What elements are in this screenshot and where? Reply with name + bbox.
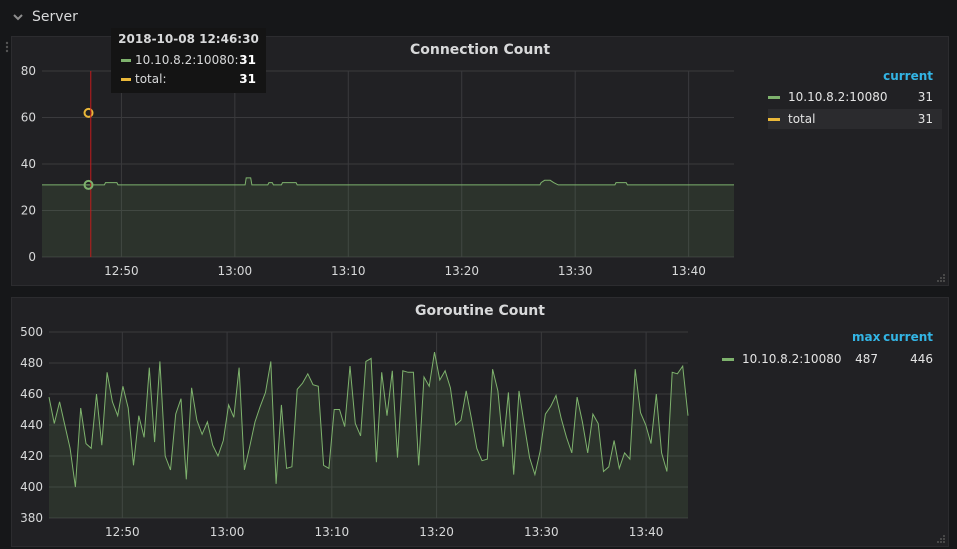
y-tick-label: 440 — [20, 418, 43, 432]
connection-count-chart[interactable]: 0 20 40 60 80 12:50 13:00 13:10 13:20 13:30 13:40 — [12, 37, 950, 287]
tooltip-row: 10.10.8.2:10080: 31 — [121, 52, 256, 68]
legend-item-current: 446 — [910, 352, 933, 366]
chevron-down-icon[interactable] — [12, 11, 24, 23]
y-tick-label: 380 — [20, 511, 43, 525]
y-tick-label: 420 — [20, 449, 43, 463]
legend-item-name: 10.10.8.2:10080 — [788, 90, 888, 104]
goroutine-count-chart[interactable]: 380 400 420 440 460 480 500 12:50 13:00 13:10 13:2… — [12, 298, 950, 548]
x-tick-label: 13:10 — [331, 264, 366, 278]
row-title[interactable]: Server — [32, 9, 78, 25]
x-tick-label: 13:30 — [558, 264, 593, 278]
y-tick-label: 20 — [21, 204, 36, 218]
y-tick-label: 500 — [20, 325, 43, 339]
y-tick-label: 40 — [21, 157, 36, 171]
series-swatch — [768, 95, 780, 99]
series-line — [48, 352, 689, 488]
legend-item[interactable]: total 31 — [768, 109, 942, 129]
row-header[interactable]: Server — [0, 0, 957, 34]
x-tick-label: 12:50 — [104, 264, 139, 278]
x-tick-label: 13:40 — [629, 525, 664, 539]
y-tick-label: 480 — [20, 356, 43, 370]
y-tick-label: 0 — [28, 250, 36, 264]
x-tick-label: 13:20 — [444, 264, 479, 278]
tooltip-series-name: 10.10.8.2:10080: — [135, 53, 239, 67]
x-tick-label: 13:10 — [315, 525, 350, 539]
x-tick-label: 12:50 — [105, 525, 140, 539]
panel-title[interactable]: Goroutine Count — [415, 303, 545, 319]
hover-tooltip: 2018-10-08 12:46:30 10.10.8.2:10080: 31 … — [111, 28, 266, 93]
series-swatch — [722, 357, 734, 361]
x-tick-label: 13:00 — [210, 525, 245, 539]
series-line — [42, 177, 734, 186]
legend-header-max[interactable]: max — [852, 330, 881, 344]
x-tick-label: 13:20 — [419, 525, 454, 539]
y-tick-label: 460 — [20, 387, 43, 401]
series-area — [49, 352, 688, 518]
series-swatch — [121, 58, 131, 62]
tooltip-series-value: 31 — [239, 72, 256, 86]
x-tick-label: 13:00 — [218, 264, 253, 278]
legend-header-current[interactable]: current — [883, 330, 933, 344]
connection-count-panel[interactable]: Connection Count 0 20 40 60 80 12:50 13:00 13:1… — [5, 36, 950, 287]
resize-handle-icon[interactable] — [936, 273, 946, 283]
y-tick-label: 400 — [20, 480, 43, 494]
legend: max current 10.10.8.2:10080 487 446 — [722, 330, 938, 380]
y-tick-label: 80 — [21, 64, 36, 78]
y-tick-label: 60 — [21, 111, 36, 125]
legend: current 10.10.8.2:10080 31 total 31 — [768, 69, 942, 139]
legend-item-name: 10.10.8.2:10080 — [742, 352, 842, 366]
legend-item[interactable]: 10.10.8.2:10080 487 446 — [722, 349, 938, 369]
series-area — [42, 177, 734, 257]
legend-item-current: 31 — [917, 90, 933, 104]
legend-item-name: total — [788, 112, 816, 126]
legend-header-current[interactable]: current — [883, 69, 933, 83]
tooltip-row: total: 31 — [121, 71, 256, 87]
data-point — [83, 107, 94, 118]
hover-point — [83, 179, 94, 190]
goroutine-count-panel[interactable]: Goroutine Count 380 400 420 440 460 480 500 12:… — [11, 297, 949, 547]
x-tick-label: 13:30 — [524, 525, 559, 539]
panel-title[interactable]: Connection Count — [409, 42, 551, 58]
legend-item[interactable]: 10.10.8.2:10080 31 — [768, 87, 938, 107]
resize-handle-icon[interactable] — [936, 534, 946, 544]
drag-handle-icon[interactable] — [4, 41, 10, 55]
series-swatch — [768, 117, 780, 121]
x-tick-label: 13:40 — [671, 264, 706, 278]
tooltip-series-value: 31 — [239, 53, 256, 67]
tooltip-time: 2018-10-08 12:46:30 — [118, 32, 259, 46]
legend-item-current: 31 — [917, 112, 933, 126]
series-swatch — [121, 77, 131, 81]
legend-item-max: 487 — [855, 352, 878, 366]
tooltip-series-name: total: — [135, 72, 167, 86]
